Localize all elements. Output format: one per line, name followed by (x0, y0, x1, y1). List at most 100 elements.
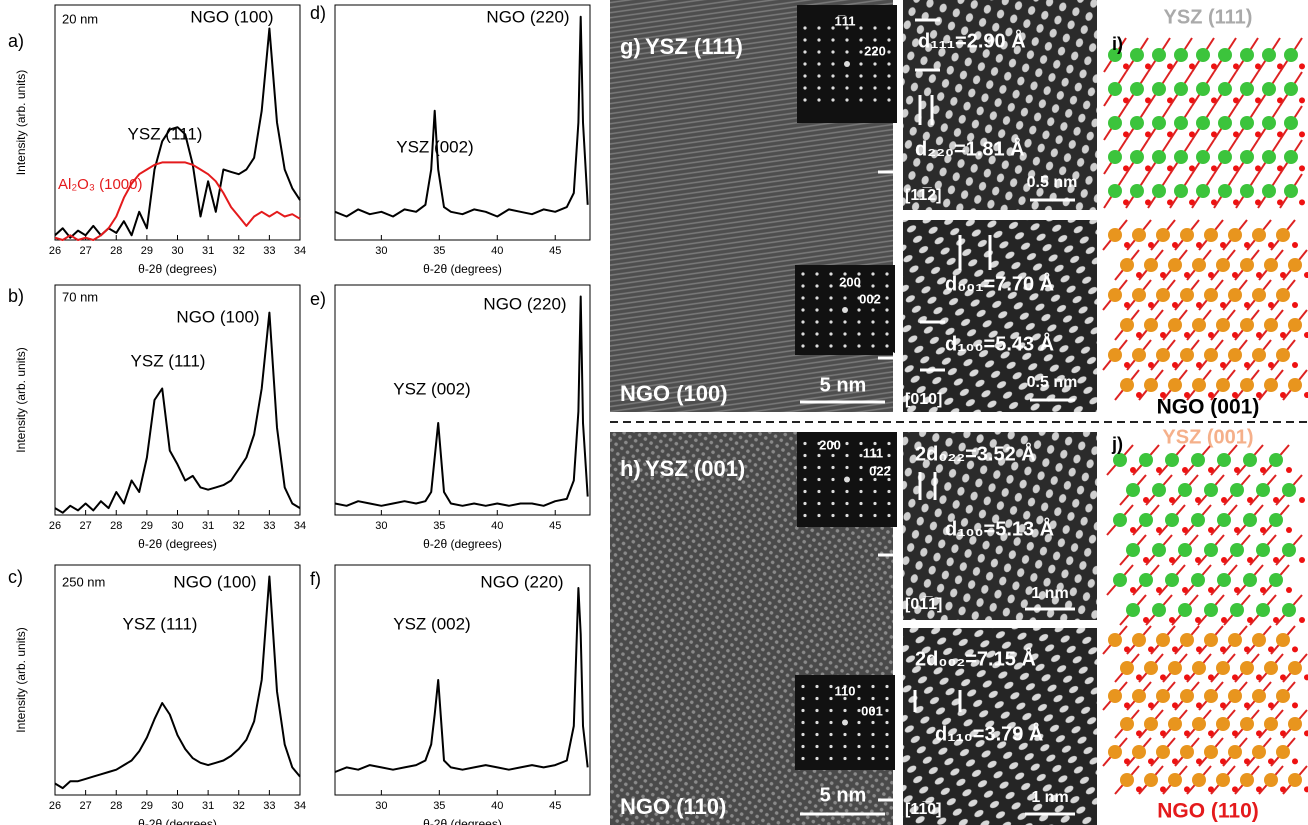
atom (1191, 513, 1205, 527)
annotation: NGO (100) (190, 7, 273, 26)
atom (1299, 617, 1305, 623)
atom (1144, 717, 1158, 731)
atom (1120, 258, 1134, 272)
plot-frame (335, 5, 590, 240)
fft-spot (803, 466, 806, 469)
atom (1304, 674, 1308, 680)
fft-spot (873, 490, 876, 493)
fft-spot (859, 502, 862, 505)
atom (1217, 453, 1231, 467)
annotation: 20 nm (62, 11, 98, 26)
atom (1168, 318, 1182, 332)
figure-text: d₁₁₁=2.90 Å (918, 28, 1026, 52)
figure-text: 001 (861, 703, 883, 718)
fft-spot (873, 514, 876, 517)
fft-spot (803, 442, 806, 445)
x-tick-label: 31 (202, 800, 214, 812)
figure-text: 200 (819, 437, 841, 452)
atom (1286, 467, 1292, 473)
atom (1228, 228, 1242, 242)
fft-spot (843, 344, 846, 347)
atom (1132, 633, 1146, 647)
fft-spot (845, 86, 848, 89)
atom (1132, 228, 1146, 242)
fft-spot (815, 344, 818, 347)
fft-spot (859, 38, 862, 41)
x-tick-label: 31 (202, 520, 214, 532)
atom (1196, 184, 1210, 198)
fft-spot (803, 50, 806, 53)
atom (1284, 82, 1298, 96)
atom (1218, 184, 1232, 198)
xrd-curve (55, 313, 300, 513)
fft-spot (844, 477, 850, 483)
atom (1152, 116, 1166, 130)
atom (1240, 378, 1254, 392)
atom (1132, 745, 1146, 759)
annotation: YSZ (111) (131, 351, 206, 370)
fft-spot (815, 332, 818, 335)
atom (1230, 603, 1244, 617)
atom (1152, 184, 1166, 198)
atom (1228, 633, 1242, 647)
fft-spot (801, 332, 804, 335)
atom (1304, 332, 1308, 338)
fft-spot (859, 514, 862, 517)
atom (1269, 513, 1283, 527)
atom (1156, 348, 1170, 362)
fft-spot (815, 308, 818, 311)
figure-text: [01̅1] (905, 595, 942, 613)
atom (1113, 453, 1127, 467)
atom (1252, 745, 1266, 759)
atom (1156, 745, 1170, 759)
fft-spot (859, 478, 862, 481)
figure-text: 0.5 nm (1027, 374, 1078, 391)
figure-text: 002 (859, 291, 881, 306)
legend-label: Al₂O₃ (1000) (58, 176, 142, 193)
x-axis-label: θ-2θ (degrees) (423, 262, 502, 276)
atom (1196, 82, 1210, 96)
fft-spot (803, 502, 806, 505)
x-tick-label: 32 (233, 245, 245, 257)
fft-spot (885, 284, 888, 287)
atom (1304, 272, 1308, 278)
atom (1113, 573, 1127, 587)
atom (1240, 116, 1254, 130)
atom (1217, 513, 1231, 527)
atom (1262, 82, 1276, 96)
atom (1282, 483, 1296, 497)
fft-spot (871, 685, 874, 688)
atom (1269, 573, 1283, 587)
atom (1252, 633, 1266, 647)
figure-text: 2d₀₂₂=3.52 Å (915, 441, 1036, 465)
fft-spot (801, 272, 804, 275)
atom (1156, 633, 1170, 647)
fft-spot (843, 733, 846, 736)
atom (1192, 378, 1206, 392)
fft-spot (857, 332, 860, 335)
figure-text: 220 (864, 43, 886, 58)
atom (1204, 543, 1218, 557)
atom (1292, 702, 1298, 708)
atom (1288, 661, 1302, 675)
atom (1304, 730, 1308, 736)
atom (1120, 717, 1134, 731)
fft-spot (857, 709, 860, 712)
atom (1152, 543, 1166, 557)
fft-spot (817, 502, 820, 505)
fft-spot (871, 308, 874, 311)
annotation: NGO (100) (173, 572, 256, 591)
x-axis-label: θ-2θ (degrees) (138, 262, 217, 276)
fft-spot (842, 307, 848, 313)
atom (1130, 48, 1144, 62)
figure-text: h) (620, 456, 641, 481)
atom (1144, 318, 1158, 332)
fft-spot (887, 490, 890, 493)
fft-spot (801, 721, 804, 724)
fft-spot (815, 296, 818, 299)
fft-spot (815, 709, 818, 712)
fft-spot (859, 26, 862, 29)
figure-text: 0.5 nm (1027, 174, 1078, 191)
atom (1174, 184, 1188, 198)
fft-spot (887, 74, 890, 77)
